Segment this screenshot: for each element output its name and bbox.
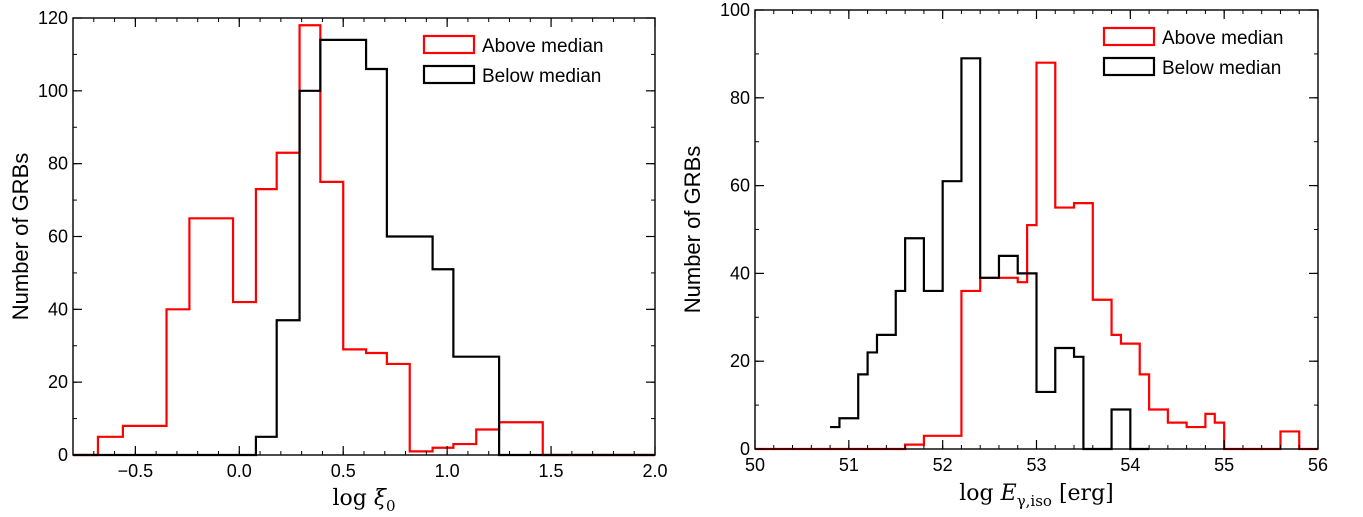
legend: Above median Below median bbox=[1102, 26, 1283, 79]
legend-swatch-below-median bbox=[422, 64, 476, 85]
chart-right-eiso-histogram: 50 51 52 53 54 55 56 0 20 40 60 80 100 Number of GRBs… bbox=[680, 0, 1328, 510]
legend-swatch-above-median bbox=[1102, 26, 1156, 47]
x-tick-label: 55 bbox=[1214, 455, 1234, 475]
legend-swatch-above-median bbox=[422, 34, 476, 55]
y-axis-label: Number of GRBs bbox=[680, 146, 705, 314]
y-tick-label: 100 bbox=[38, 81, 68, 101]
y-tick-label: 100 bbox=[720, 0, 750, 20]
legend: Above median Below median bbox=[422, 34, 603, 87]
x-tick-label: 1.5 bbox=[539, 461, 564, 481]
y-tick-label: 60 bbox=[48, 227, 68, 247]
y-tick-label: 40 bbox=[730, 263, 750, 283]
y-tick-label: 80 bbox=[730, 88, 750, 108]
y-tick-label: 80 bbox=[48, 154, 68, 174]
y-tick-label: 20 bbox=[48, 372, 68, 392]
y-tick-label: 120 bbox=[38, 8, 68, 28]
y-tick-label: 40 bbox=[48, 299, 68, 319]
series-line-below-median bbox=[73, 38, 655, 457]
legend-label-below-median: Below median bbox=[482, 66, 601, 87]
x-tick-label: 54 bbox=[1120, 455, 1140, 475]
x-axis-label: log ξ0 bbox=[332, 486, 395, 515]
x-axis-label: log Eγ,iso [erg] bbox=[959, 481, 1113, 510]
x-tick-label: 52 bbox=[933, 455, 953, 475]
legend-label-above-median: Above median bbox=[1162, 28, 1283, 49]
x-tick-label: 0.0 bbox=[227, 461, 252, 481]
y-tick-label: 20 bbox=[730, 351, 750, 371]
x-tick-label: 2.0 bbox=[642, 461, 667, 481]
y-axis-label: Number of GRBs bbox=[8, 153, 33, 321]
x-tick-label: 51 bbox=[839, 455, 859, 475]
y-tick-label: 0 bbox=[740, 439, 750, 459]
series-line-above-median bbox=[73, 24, 655, 457]
chart-left-xi0-histogram: −0.5 0.0 0.5 1.0 1.5 2.0 0 20 40 60 80 100 120 Number… bbox=[8, 8, 668, 515]
legend-label-below-median: Below median bbox=[1162, 58, 1281, 79]
x-tick-label: 1.0 bbox=[435, 461, 460, 481]
y-tick-label: 0 bbox=[58, 445, 68, 465]
legend-swatch-below-median bbox=[1102, 56, 1156, 77]
x-tick-label: 56 bbox=[1308, 455, 1328, 475]
series-line-below-median bbox=[830, 57, 1150, 451]
legend-label-above-median: Above median bbox=[482, 36, 603, 57]
x-tick-label: 50 bbox=[745, 455, 765, 475]
y-tick-label: 60 bbox=[730, 176, 750, 196]
x-tick-label: 0.5 bbox=[331, 461, 356, 481]
x-tick-label: 53 bbox=[1026, 455, 1046, 475]
x-tick-label: −0.5 bbox=[118, 461, 154, 481]
series-line-above-median bbox=[755, 61, 1318, 451]
